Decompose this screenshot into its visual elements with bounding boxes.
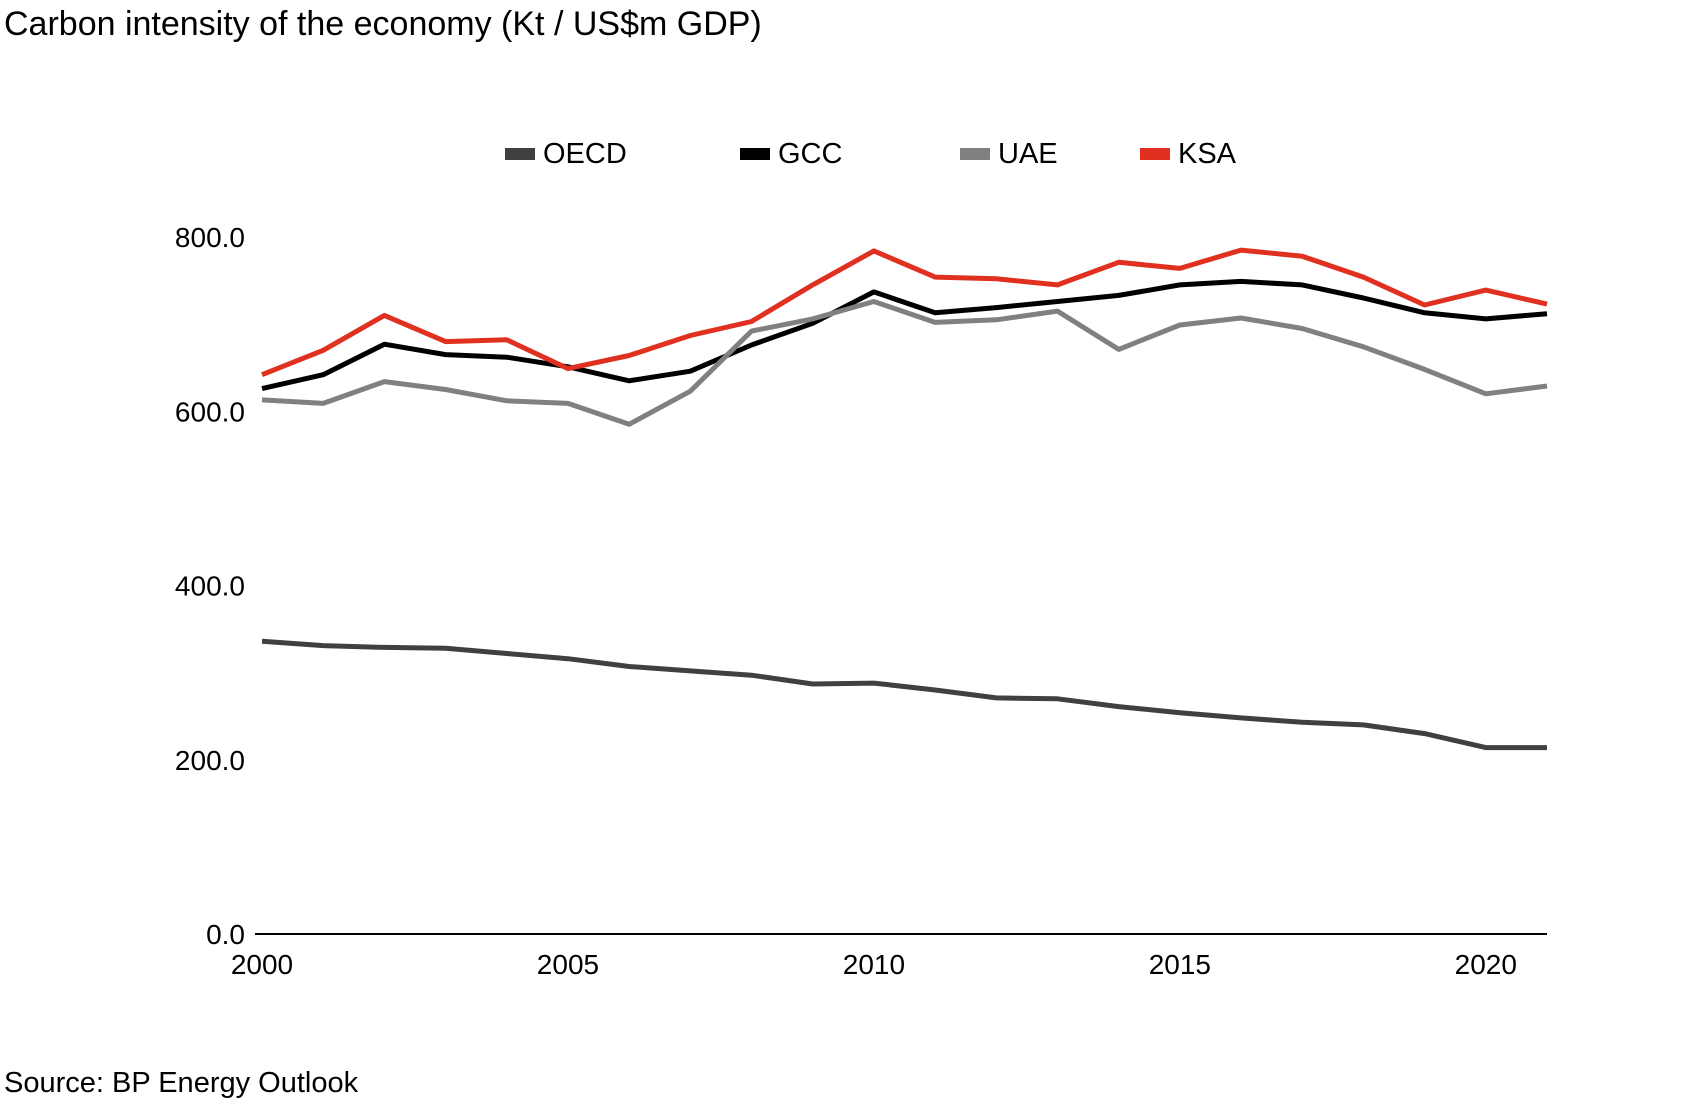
legend-swatch-oecd	[505, 148, 535, 160]
chart-legend: OECD GCC UAE KSA	[0, 134, 1685, 174]
legend-swatch-uae	[960, 148, 990, 160]
legend-item-ksa: KSA	[1140, 134, 1236, 174]
series-line-uae	[261, 299, 1548, 427]
series-line-oecd	[261, 638, 1547, 751]
x-tick-label: 2000	[231, 949, 293, 980]
legend-label-ksa: KSA	[1178, 138, 1237, 170]
legend-label-oecd: OECD	[543, 138, 627, 170]
series-line-ksa	[261, 247, 1548, 378]
y-tick-label: 600.0	[175, 396, 245, 427]
legend-label-gcc: GCC	[778, 138, 843, 170]
legend-item-oecd: OECD	[505, 134, 627, 174]
x-tick-label: 2005	[537, 949, 599, 980]
y-tick-label: 200.0	[175, 745, 245, 776]
y-tick-label: 800.0	[175, 222, 245, 253]
legend-swatch-gcc	[740, 148, 770, 160]
legend-item-uae: UAE	[960, 134, 1058, 174]
x-tick-label: 2015	[1149, 949, 1211, 980]
source-note: Source: BP Energy Outlook	[4, 1067, 359, 1099]
series-lines	[261, 247, 1548, 751]
legend-item-gcc: GCC	[740, 134, 842, 174]
legend-label-uae: UAE	[998, 138, 1058, 170]
y-axis-tick-labels: 0.0 200.0 400.0 600.0 800.0	[175, 222, 245, 950]
chart-title: Carbon intensity of the economy (Kt / US…	[4, 5, 762, 43]
y-tick-label: 0.0	[206, 919, 245, 950]
legend-swatch-ksa	[1140, 148, 1170, 160]
y-tick-label: 400.0	[175, 571, 245, 602]
x-tick-label: 2010	[843, 949, 905, 980]
x-axis-tick-labels: 2000 2005 2010 2015 2020	[231, 949, 1517, 980]
x-tick-label: 2020	[1455, 949, 1517, 980]
series-line-gcc	[261, 278, 1548, 392]
